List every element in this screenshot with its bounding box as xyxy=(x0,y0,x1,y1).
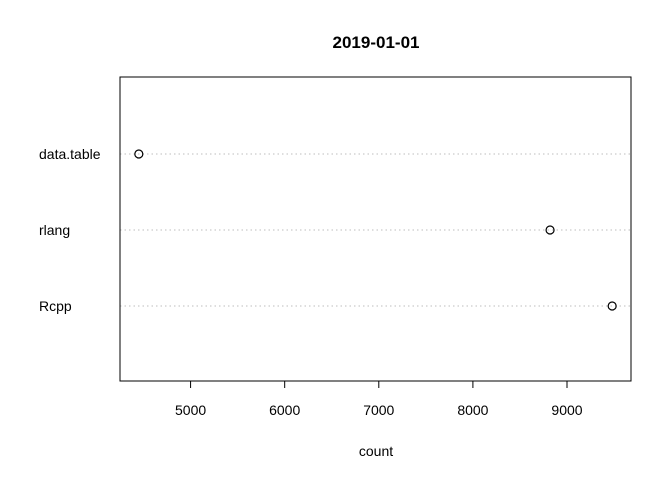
data-points xyxy=(134,149,617,311)
x-tick-label: 5000 xyxy=(175,402,206,418)
data-point xyxy=(134,149,144,159)
category-label: data.table xyxy=(39,146,101,162)
category-label: Rcpp xyxy=(39,298,72,314)
data-point xyxy=(545,225,555,235)
x-tick-label: 7000 xyxy=(363,402,394,418)
data-point xyxy=(607,301,617,311)
x-tick-label: 9000 xyxy=(551,402,582,418)
x-axis: 5000 6000 7000 8000 9000 xyxy=(175,380,583,418)
x-tick-label: 6000 xyxy=(269,402,300,418)
category-labels: data.table rlang Rcpp xyxy=(39,146,101,314)
category-label: rlang xyxy=(39,222,70,238)
x-axis-label: count xyxy=(359,443,393,459)
chart-title: 2019-01-01 xyxy=(333,33,420,52)
x-tick-label: 8000 xyxy=(457,402,488,418)
